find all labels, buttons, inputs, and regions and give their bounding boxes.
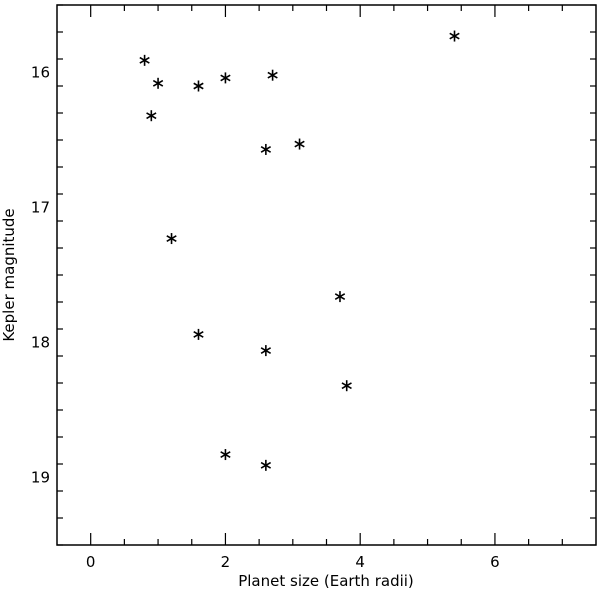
y-tick-label: 16 — [31, 64, 50, 82]
axis-ticks — [57, 4, 596, 546]
x-tick-label: 4 — [355, 553, 365, 571]
x-axis-title: Planet size (Earth radii) — [238, 572, 414, 590]
data-point — [193, 80, 204, 92]
data-point — [341, 380, 352, 392]
data-point — [260, 345, 272, 357]
x-tick-labels: 0 2 4 6 — [86, 553, 500, 571]
y-tick-labels: 16 17 18 19 — [31, 64, 50, 487]
data-point — [267, 69, 278, 81]
data-point — [193, 328, 204, 340]
data-point — [146, 110, 157, 122]
data-point — [139, 54, 150, 66]
y-axis-title: Kepler magnitude — [0, 208, 18, 341]
data-points — [139, 30, 460, 471]
data-point — [166, 233, 177, 245]
plot-frame — [56, 4, 597, 546]
data-point — [260, 459, 272, 471]
y-tick-label: 17 — [31, 199, 50, 217]
data-point — [152, 77, 164, 89]
data-point — [220, 449, 231, 461]
data-point — [449, 30, 460, 42]
x-tick-label: 6 — [490, 553, 500, 571]
data-point — [294, 138, 305, 150]
data-point — [260, 143, 272, 155]
y-tick-label: 19 — [31, 469, 50, 487]
y-tick-label: 18 — [31, 334, 50, 352]
data-point — [220, 72, 231, 84]
x-tick-label: 0 — [86, 553, 96, 571]
data-point — [334, 291, 346, 303]
x-tick-label: 2 — [221, 553, 231, 571]
